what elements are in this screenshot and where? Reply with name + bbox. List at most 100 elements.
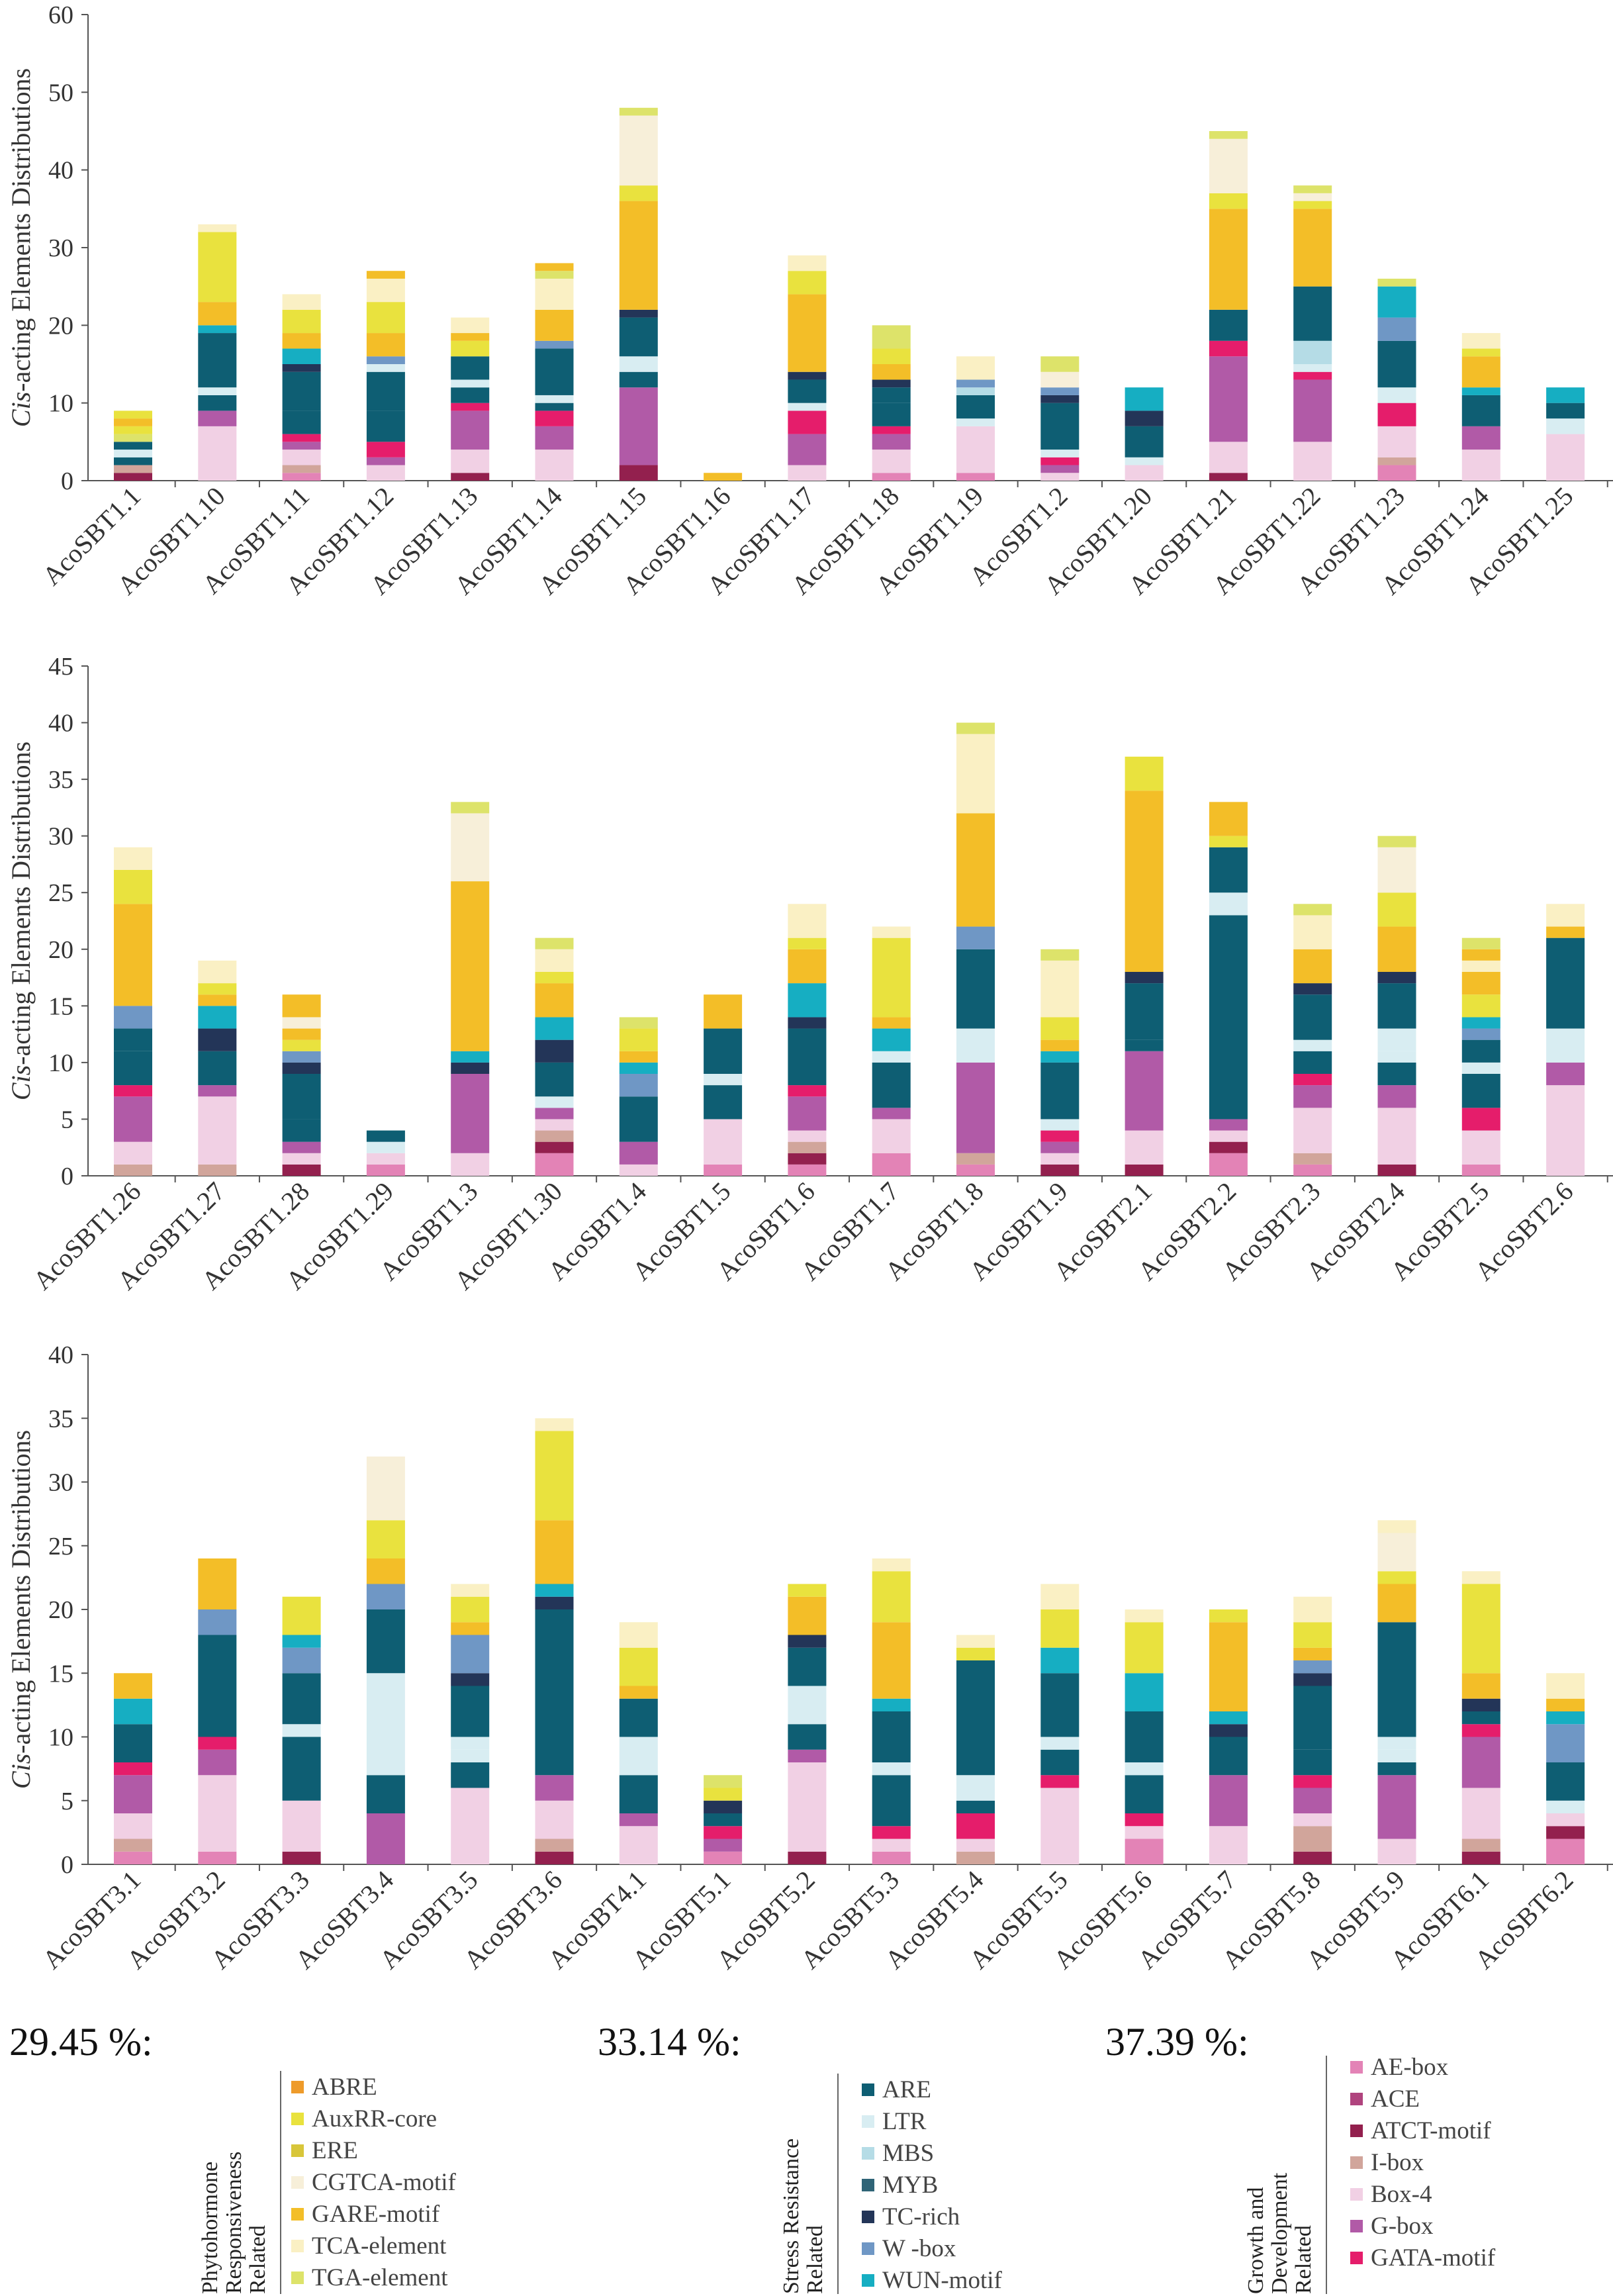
bar-segment-auxrr-core — [282, 1596, 321, 1635]
bar-acosbt2-1 — [1125, 756, 1164, 1176]
y-tick-label: 45 — [48, 653, 73, 681]
legend-item-ere: ERE — [291, 2134, 456, 2166]
legend-group-phytohormone-divider — [280, 2071, 281, 2294]
bar-segment-tca-element — [956, 356, 995, 380]
bar-segment-gata-motif — [535, 410, 574, 426]
bar-acosbt1-30 — [535, 937, 574, 1176]
bar-segment-g-box — [1293, 379, 1332, 442]
legend-swatch — [1350, 2156, 1363, 2169]
bar-segment-are — [366, 1609, 405, 1674]
bar-segment-ltr — [872, 1051, 911, 1063]
bar-acosbt1-14 — [535, 263, 574, 481]
bar-segment-box-4 — [1040, 1788, 1080, 1864]
legend-label: ARE — [882, 2076, 931, 2103]
bar-segment-gata-motif — [1040, 1130, 1080, 1142]
bar-segment-are — [114, 1051, 152, 1086]
bar-segment-tca-element — [535, 1418, 574, 1431]
bar-segment-g-box — [1377, 1085, 1416, 1108]
bar-segment-ltr — [1377, 387, 1416, 403]
bar-segment-are — [535, 1062, 574, 1097]
bar-segment-cgtca-motif — [1377, 1533, 1416, 1572]
legend-item-gare-motif: GARE-motif — [291, 2198, 456, 2230]
bar-segment-ltr — [1293, 1039, 1332, 1051]
bar-segment-ltr — [1125, 1762, 1164, 1776]
bar-segment-i-box — [198, 1164, 237, 1176]
bar-segment-tc-rich — [282, 1062, 321, 1074]
bar-segment-tc-rich — [704, 1800, 743, 1813]
bar-segment-are — [956, 1660, 995, 1776]
bar-segment-box-4 — [1209, 442, 1248, 473]
bar-segment-tca-element — [535, 949, 574, 972]
bar-segment-tca-element — [956, 734, 995, 814]
y-tick-label: 10 — [48, 1049, 73, 1077]
bar-segment-are — [366, 1775, 405, 1813]
bar-segment-box-4 — [1293, 1108, 1332, 1153]
y-axis-title-rest: -acting Elements Distributions — [6, 741, 36, 1065]
legend-label: MYB — [882, 2171, 939, 2199]
bar-segment-wun-motif — [1546, 1711, 1585, 1725]
bar-segment-ltr — [282, 1724, 321, 1737]
bar-segment-ltr — [788, 1711, 827, 1725]
bar-segment-auxrr-core — [1040, 1017, 1080, 1040]
y-tick-label: 40 — [48, 157, 73, 185]
bar-segment-w-box — [956, 926, 995, 949]
bar-segment-are — [198, 1051, 237, 1086]
bar-segment-tga-element — [114, 434, 152, 442]
y-tick-label: 25 — [48, 879, 73, 907]
bar-segment-auxrr-core — [1125, 756, 1164, 791]
legend-item-tca-element: TCA-element — [291, 2230, 456, 2262]
bar-segment-ltr — [114, 450, 152, 457]
bar-segment-ae-box — [1461, 1164, 1500, 1176]
bar-acosbt1-22 — [1293, 185, 1332, 481]
legend-group-growth-divider — [1326, 2056, 1327, 2294]
bar-acosbt1-27 — [198, 960, 237, 1176]
bar-segment-are — [704, 1028, 743, 1074]
y-axis-title: Cis-acting Elements Distributions — [6, 1430, 36, 1789]
bar-segment-ltr — [788, 1686, 827, 1711]
bar-segment-ltr — [198, 387, 237, 395]
bar-segment-auxrr-core — [114, 426, 152, 434]
bar-segment-box-4 — [282, 450, 321, 465]
bar-segment-tc-rich — [1125, 410, 1164, 426]
bar-acosbt3-1 — [114, 1673, 152, 1864]
bar-segment-gare-motif — [114, 904, 152, 1006]
bar-acosbt5-6 — [1125, 1609, 1164, 1864]
bar-segment-i-box — [114, 1839, 152, 1852]
legend-item-box-4: Box-4 — [1350, 2178, 1495, 2210]
bar-segment-auxrr-core — [114, 870, 152, 904]
bar-segment-g-box — [788, 1749, 827, 1762]
bar-segment-g-box — [788, 434, 827, 465]
legend-label: TGA-element — [312, 2264, 448, 2291]
bar-segment-tca-element — [451, 317, 490, 334]
legend-label: GATA-motif — [1371, 2244, 1496, 2272]
bar-segment-atct-motif — [451, 473, 490, 481]
bar-segment-ae-box — [704, 1164, 743, 1176]
bar-segment-gare-motif — [282, 333, 321, 349]
bar-acosbt1-19 — [956, 356, 995, 481]
bar-segment-box-4 — [872, 1119, 911, 1153]
bar-segment-are — [1293, 1686, 1332, 1750]
bar-segment-tga-element — [872, 325, 911, 349]
bar-segment-atct-motif — [535, 1141, 574, 1153]
legend-item-ltr: LTR — [862, 2105, 1002, 2137]
bar-segment-tga-element — [619, 107, 658, 116]
bar-segment-gare-motif — [1461, 1686, 1500, 1699]
bar-segment-gata-motif — [1377, 403, 1416, 426]
bar-segment-w-box — [1546, 1724, 1585, 1762]
legend-swatch — [291, 2271, 304, 2284]
bar-segment-gata-motif — [872, 1826, 911, 1839]
bar-segment-auxrr-core — [535, 1431, 574, 1521]
bar-segment-i-box — [114, 1164, 152, 1176]
bar-segment-box-4 — [788, 1130, 827, 1142]
bar-segment-gare-motif — [1377, 1584, 1416, 1623]
bar-segment-box-4 — [956, 426, 995, 473]
legend-swatch — [291, 2080, 304, 2093]
y-tick-label: 10 — [48, 390, 73, 418]
bar-segment-ltr — [451, 379, 490, 388]
bar-segment-ae-box — [956, 1164, 995, 1176]
bar-segment-tca-element — [956, 1635, 995, 1648]
legend-item-w-box: W -box — [862, 2232, 1002, 2264]
bar-acosbt5-1 — [704, 1775, 743, 1864]
bar-acosbt2-4 — [1377, 836, 1416, 1176]
